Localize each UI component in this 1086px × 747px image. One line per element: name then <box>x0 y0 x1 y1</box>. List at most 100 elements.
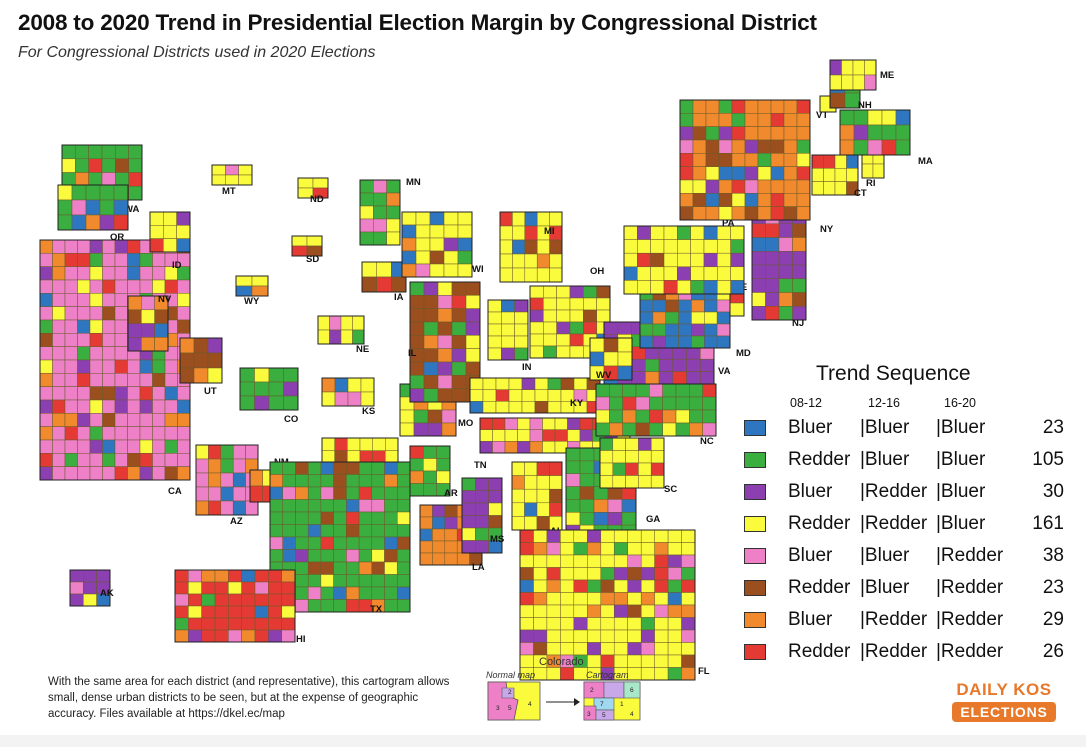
state-wv: WV <box>589 337 633 381</box>
district-cell <box>461 490 476 504</box>
legend-s1: Redder <box>788 577 851 598</box>
district-cell <box>556 285 571 299</box>
district-cell <box>573 579 588 593</box>
district-cell <box>423 321 439 336</box>
district-cell <box>201 629 216 643</box>
legend-count: 105 <box>1032 449 1064 470</box>
district-cell <box>637 280 651 295</box>
district-cell <box>451 388 467 403</box>
legend-s3: |Bluer <box>936 481 986 502</box>
district-cell <box>864 59 877 76</box>
district-cell <box>195 486 209 502</box>
district-cell <box>599 462 614 476</box>
district-cell <box>650 252 665 268</box>
district-cell <box>195 444 209 460</box>
district-cell <box>704 323 718 337</box>
district-cell <box>536 502 550 517</box>
district-cell <box>465 281 481 296</box>
district-cell <box>321 377 336 393</box>
district-cell <box>569 285 584 299</box>
legend-s2: |Bluer <box>860 417 910 438</box>
district-cell <box>681 529 696 543</box>
district-cell <box>627 579 642 593</box>
district-cell <box>692 153 707 167</box>
district-cell <box>645 358 660 372</box>
district-cell <box>542 429 556 442</box>
state-outline <box>409 445 451 497</box>
district-cell <box>141 309 155 324</box>
state-wy: WY <box>235 275 269 307</box>
district-cell <box>627 592 642 606</box>
district-cell <box>533 617 548 631</box>
district-cell <box>495 377 510 390</box>
state-wi: WI <box>401 211 484 278</box>
district-cell <box>419 552 433 566</box>
district-cell <box>751 264 766 280</box>
district-cell <box>599 475 614 489</box>
state-nv: NV <box>127 294 172 352</box>
district-cell <box>64 373 78 387</box>
district-cell <box>595 409 610 424</box>
district-cell <box>320 586 334 600</box>
state-outline <box>679 99 811 221</box>
district-cell <box>127 239 141 254</box>
legend-count: 30 <box>1042 481 1064 502</box>
district-cell <box>514 311 529 325</box>
district-cell <box>511 488 525 504</box>
district-cell <box>220 472 234 488</box>
district-cell <box>457 211 473 226</box>
legend-header-16-20: 16-20 <box>944 396 976 410</box>
district-cell <box>667 667 682 681</box>
district-cell <box>677 225 691 240</box>
district-cell <box>705 153 720 167</box>
district-cell <box>397 486 411 500</box>
district-cell <box>334 377 349 393</box>
district-cell <box>419 516 433 530</box>
state-label: VT <box>816 110 828 121</box>
district-cell <box>650 225 665 240</box>
district-cell <box>441 409 457 424</box>
district-cell <box>514 335 529 349</box>
district-cell <box>307 486 322 500</box>
state-label: TX <box>370 604 383 615</box>
district-cell <box>99 199 115 216</box>
district-cell <box>524 253 538 269</box>
state-az: AZ <box>195 444 259 527</box>
district-cell <box>346 586 360 600</box>
state-ms: MS <box>461 477 504 554</box>
district-cell <box>499 239 513 255</box>
district-cell <box>177 306 191 321</box>
district-cell <box>587 529 602 543</box>
district-cell <box>89 346 103 361</box>
district-cell <box>587 554 602 568</box>
district-cell <box>225 164 239 176</box>
district-cell <box>39 306 53 321</box>
district-cell <box>214 605 229 619</box>
legend-s1: Redder <box>788 513 851 534</box>
district-cell <box>533 579 548 593</box>
state-label: IN <box>522 362 532 373</box>
district-cell <box>89 466 103 481</box>
district-cell <box>533 554 548 568</box>
district-cell <box>488 477 503 491</box>
district-cell <box>672 358 687 372</box>
district-cell <box>487 311 502 325</box>
district-cell <box>536 516 550 531</box>
district-cell <box>667 604 682 618</box>
district-cell <box>751 251 766 266</box>
district-cell <box>623 225 638 240</box>
district-cell <box>77 386 91 401</box>
district-cell <box>731 126 746 141</box>
district-cell <box>589 351 605 367</box>
district-cell <box>358 474 373 488</box>
district-cell <box>702 396 717 411</box>
district-cell <box>635 422 650 437</box>
district-cell <box>652 335 667 349</box>
district-cell <box>681 579 696 593</box>
district-cell <box>352 329 365 345</box>
legend-swatch <box>744 580 766 596</box>
district-cell <box>77 239 91 254</box>
district-cell <box>691 311 705 325</box>
district-cell <box>872 163 885 179</box>
district-cell <box>867 139 883 156</box>
